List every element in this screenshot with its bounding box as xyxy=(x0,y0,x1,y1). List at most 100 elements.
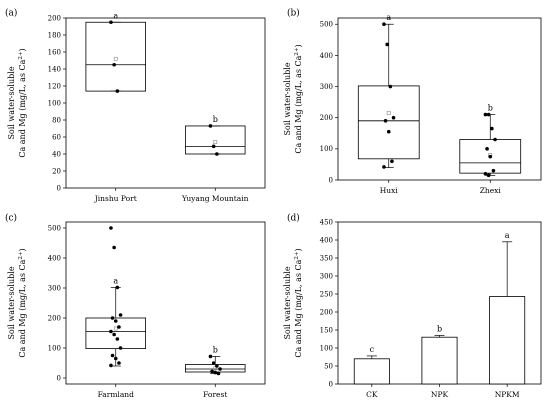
mean-marker xyxy=(213,140,218,145)
data-point xyxy=(382,22,386,27)
data-point xyxy=(382,165,386,169)
y-axis-label-line1: Soil water-soluble xyxy=(7,266,16,339)
box-1: b xyxy=(184,115,246,156)
data-point xyxy=(388,84,393,89)
data-point xyxy=(113,319,118,323)
y-tick-label: 350 xyxy=(320,254,333,262)
y-tick-label: 100 xyxy=(320,344,333,352)
y-tick-label: 400 xyxy=(320,236,333,244)
significance-letter: c xyxy=(370,345,375,354)
data-point xyxy=(493,137,497,142)
bar xyxy=(421,336,458,385)
data-point xyxy=(483,112,488,117)
y-axis-label-line1: Soil water-soluble xyxy=(7,66,16,139)
data-point xyxy=(485,147,489,151)
data-point xyxy=(115,337,120,341)
data-point xyxy=(112,62,116,67)
data-point xyxy=(211,361,216,365)
plot-frame xyxy=(65,221,266,385)
significance-letter: b xyxy=(213,115,218,124)
data-point xyxy=(109,20,113,25)
data-point xyxy=(218,367,222,371)
data-point xyxy=(110,353,115,358)
data-point xyxy=(113,356,118,361)
y-tick-label: 200 xyxy=(320,114,333,122)
data-point xyxy=(115,285,120,290)
bar xyxy=(353,358,390,385)
y-tick-label: 80 xyxy=(52,116,61,124)
significance-letter: b xyxy=(437,324,442,333)
data-point xyxy=(109,329,113,334)
y-axis-label: Soil water-soluble Ca and Mg (mg/L, as Ca… xyxy=(7,48,27,157)
data-point xyxy=(391,115,396,120)
box-iqr xyxy=(85,317,147,350)
box-iqr xyxy=(459,139,522,174)
y-axis-label-sup: 2+ xyxy=(18,51,24,59)
y-tick-label: 20 xyxy=(52,167,61,175)
data-point xyxy=(118,313,123,317)
y-axis-label-suffix: ) xyxy=(18,248,27,251)
y-tick-label: 50 xyxy=(324,362,333,370)
significance-letter: b xyxy=(213,345,218,354)
data-point xyxy=(117,361,121,365)
y-axis-label: Soil water-soluble Ca and Mg (mg/L, as Ca… xyxy=(7,248,27,357)
y-tick-label: 100 xyxy=(48,99,61,107)
y-axis-label-line2: Ca and Mg (mg/L, as Ca xyxy=(18,259,27,357)
y-axis-label-sup: 2+ xyxy=(294,47,300,55)
data-point xyxy=(386,129,391,134)
x-category-label: Huxi xyxy=(380,186,399,195)
plot-frame xyxy=(65,17,266,189)
data-point xyxy=(211,144,216,149)
data-point xyxy=(118,346,123,350)
y-tick-label: 450 xyxy=(320,218,333,226)
x-category-label: CK xyxy=(366,390,378,399)
data-point xyxy=(383,119,388,123)
data-point xyxy=(490,126,494,131)
y-tick-label: 150 xyxy=(320,326,333,334)
y-tick-label: 40 xyxy=(52,150,61,158)
data-point xyxy=(210,369,214,374)
y-tick-label: 300 xyxy=(48,284,61,292)
y-axis-label-sup: 2+ xyxy=(294,251,300,259)
panel-c: (c) 0 100 200 300 400 500 Farmland Forest Soil wa… xyxy=(5,213,266,399)
significance-letter: a xyxy=(113,276,118,285)
bar-group-0: c xyxy=(353,345,390,385)
y-axis-label-suffix: ) xyxy=(294,44,303,47)
data-point xyxy=(110,316,115,320)
mean-marker xyxy=(386,111,391,115)
y-tick-label: 300 xyxy=(320,83,333,91)
data-point xyxy=(488,154,493,159)
significance-letter: a xyxy=(113,11,118,20)
y-axis-label-line2: Ca and Mg (mg/L, as Ca xyxy=(18,59,27,157)
y-axis-label-line1: Soil water-soluble xyxy=(283,62,292,135)
y-tick-label: 300 xyxy=(320,272,333,280)
data-point xyxy=(117,325,121,329)
y-tick-label: 200 xyxy=(48,314,61,322)
panel-label: (b) xyxy=(287,8,300,19)
y-axis-label-line2: Ca and Mg (mg/L, as Ca xyxy=(294,55,303,153)
panel-b: (b) 0 100 200 300 400 500 Huxi Zhexi Soil water-s… xyxy=(283,8,542,195)
y-axis-label-suffix: ) xyxy=(294,248,303,251)
data-point xyxy=(486,112,491,117)
data-point xyxy=(215,152,219,156)
y-axis-label: Soil water-soluble Ca and Mg (mg/L, as Ca… xyxy=(283,44,303,153)
panel-label: (c) xyxy=(5,213,17,224)
panel-a: (a) 0 20 40 60 80 100 120 140 160 180 200 Jinshu Por… xyxy=(5,8,266,203)
x-category-label: Farmland xyxy=(98,390,135,399)
y-tick-label: 500 xyxy=(320,21,333,29)
data-point xyxy=(109,226,113,230)
data-point xyxy=(390,159,394,164)
box-1: b xyxy=(459,104,522,178)
data-point xyxy=(215,364,219,368)
panel-label: (a) xyxy=(5,8,17,19)
data-point xyxy=(213,370,218,375)
bar-group-1: b xyxy=(421,324,458,385)
y-tick-label: 120 xyxy=(48,82,61,90)
y-tick-label: 0 xyxy=(57,374,61,382)
y-axis-label-line1: Soil water-soluble xyxy=(283,266,292,339)
data-point xyxy=(216,371,221,376)
y-tick-label: 180 xyxy=(48,31,61,39)
x-category-label: Zhexi xyxy=(480,186,502,195)
data-point xyxy=(208,124,213,128)
x-category-label: Forest xyxy=(203,390,227,399)
